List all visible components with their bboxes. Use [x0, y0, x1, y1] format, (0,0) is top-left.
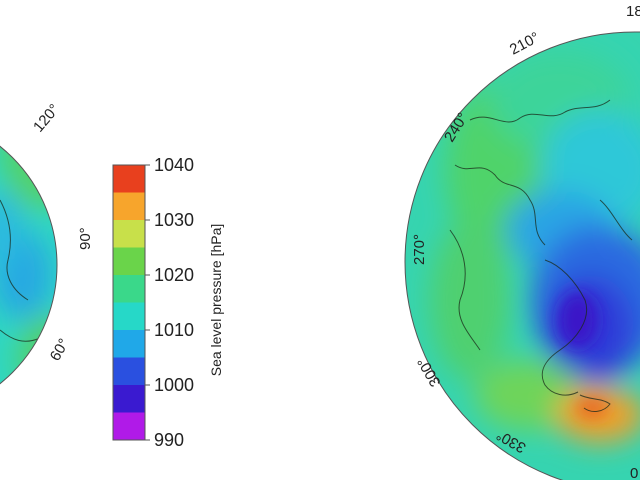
left-lon-label-120: 120°: [30, 101, 63, 136]
colorbar-tick-label: 1030: [154, 210, 194, 230]
colorbar-bin: [113, 385, 145, 413]
right-lon-label-270: 270°: [411, 234, 428, 265]
colorbar-bin: [113, 330, 145, 358]
colorbar-bin: [113, 412, 145, 441]
colorbar-tick-label: 1000: [154, 375, 194, 395]
colorbar-ticks: 1040 1030 1020 1010 1000 990: [145, 155, 194, 450]
colorbar-bin: [113, 275, 145, 303]
colorbar-bin: [113, 357, 145, 386]
colorbar-tick-label: 1010: [154, 320, 194, 340]
left-lon-label-90: 90°: [77, 227, 94, 250]
colorbar-bin: [113, 302, 145, 331]
colorbar: 1040 1030 1020 1010 1000 990 Sea level pressu…: [112, 155, 224, 450]
left-polar-map: 120° 90° 60°: [0, 101, 94, 417]
colorbar-bin: [113, 247, 145, 276]
right-lon-label-top: 18: [626, 3, 640, 20]
left-lon-label-60: 60°: [47, 336, 73, 364]
right-lon-label-bottom: 0: [630, 465, 638, 480]
colorbar-bin: [113, 165, 145, 193]
colorbar-tick-label: 1040: [154, 155, 194, 175]
right-polar-map: 210° 240° 270° 300° 330° 18 0: [404, 3, 640, 480]
colorbar-bins: [112, 164, 146, 441]
colorbar-title: Sea level pressure [hPa]: [208, 224, 224, 377]
colorbar-bin: [113, 192, 145, 221]
colorbar-tick-label: 990: [154, 430, 184, 450]
colorbar-bin: [113, 220, 145, 248]
colorbar-tick-label: 1020: [154, 265, 194, 285]
colorbar-frame: [112, 164, 146, 441]
